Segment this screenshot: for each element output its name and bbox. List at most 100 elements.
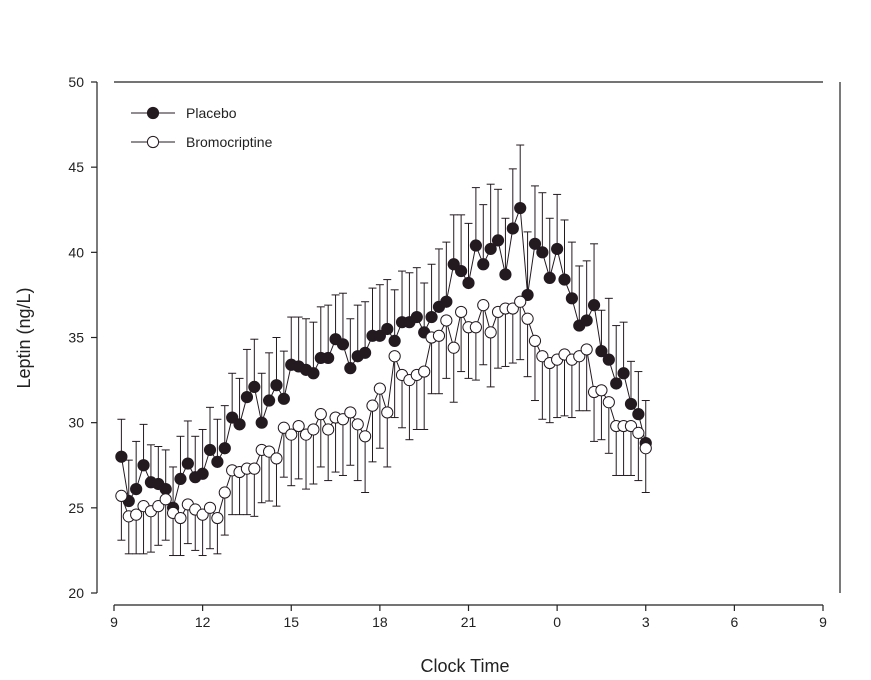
placebo-point bbox=[491, 234, 505, 247]
bromocriptine-point bbox=[440, 314, 453, 327]
placebo-point bbox=[558, 273, 571, 286]
bromocriptine-point bbox=[366, 399, 379, 412]
x-tick-label: 0 bbox=[553, 614, 561, 630]
bromocriptine-point bbox=[344, 406, 357, 419]
bromocriptine-point bbox=[469, 321, 482, 334]
bromocriptine-point bbox=[373, 382, 386, 395]
placebo-point bbox=[381, 322, 394, 336]
placebo-point bbox=[233, 418, 246, 431]
bromocriptine-point bbox=[270, 452, 283, 465]
bromocriptine-point bbox=[285, 428, 298, 441]
x-tick-label: 15 bbox=[283, 614, 299, 630]
placebo-point bbox=[477, 258, 490, 271]
placebo-point bbox=[248, 380, 261, 393]
bromocriptine-point bbox=[455, 305, 468, 319]
y-axis-title: Leptin (ng/L) bbox=[14, 287, 34, 388]
x-tick-label: 18 bbox=[372, 614, 388, 630]
bromocriptine-point bbox=[115, 489, 128, 503]
placebo-point bbox=[130, 482, 143, 496]
placebo-point bbox=[617, 367, 630, 380]
bromocriptine-point bbox=[248, 462, 261, 475]
placebo-point bbox=[218, 442, 231, 455]
placebo-point bbox=[506, 222, 519, 235]
legend: Placebo Bromocriptine bbox=[131, 105, 273, 150]
bromocriptine-point bbox=[211, 511, 224, 525]
placebo-point bbox=[203, 443, 217, 457]
x-tick-label: 12 bbox=[195, 614, 211, 630]
bromocriptine-point bbox=[514, 295, 527, 308]
placebo-point bbox=[159, 482, 172, 496]
y-tick-label: 30 bbox=[68, 415, 84, 431]
placebo-point bbox=[462, 276, 475, 290]
placebo-point bbox=[469, 239, 482, 252]
bromocriptine-point bbox=[418, 365, 431, 378]
placebo-point bbox=[455, 264, 468, 278]
placebo-point bbox=[270, 379, 283, 392]
bromocriptine-point bbox=[447, 341, 460, 354]
placebo-point bbox=[602, 353, 615, 366]
placebo-point bbox=[181, 457, 194, 470]
placebo-point bbox=[196, 467, 209, 480]
bromocriptine-point bbox=[388, 350, 401, 363]
placebo-point bbox=[388, 334, 401, 348]
bromocriptine-point bbox=[595, 384, 608, 397]
placebo-point bbox=[255, 416, 268, 429]
placebo-point bbox=[344, 362, 357, 375]
bromocriptine-point bbox=[602, 396, 615, 409]
legend-bromocriptine-marker bbox=[146, 135, 160, 149]
placebo-point bbox=[543, 271, 556, 284]
bromocriptine-point bbox=[174, 511, 187, 525]
placebo-point bbox=[174, 472, 187, 485]
placebo-point bbox=[322, 351, 335, 365]
bromocriptine-point bbox=[639, 442, 652, 455]
y-tick-label: 35 bbox=[68, 330, 84, 346]
bromocriptine-point bbox=[359, 430, 372, 443]
placebo-point bbox=[632, 408, 645, 421]
placebo-point bbox=[277, 392, 290, 405]
error-bars bbox=[117, 144, 650, 557]
placebo-point bbox=[565, 292, 578, 305]
axes: 20 25 30 35 40 45 50 9 12 15 18 21 0 3 6 9 bbox=[68, 74, 841, 630]
placebo-point bbox=[425, 310, 438, 324]
bromocriptine-point bbox=[159, 493, 172, 506]
placebo-point bbox=[211, 455, 224, 468]
bromocriptine-point bbox=[432, 329, 446, 342]
x-tick-label: 3 bbox=[642, 614, 650, 630]
placebo-point bbox=[359, 346, 372, 359]
bromocriptine-point bbox=[203, 501, 217, 514]
placebo-point bbox=[610, 377, 623, 390]
bromocriptine-point bbox=[351, 418, 364, 431]
bromocriptine-point bbox=[477, 299, 490, 312]
y-tick-label: 50 bbox=[68, 74, 84, 90]
legend-placebo-label: Placebo bbox=[186, 105, 237, 121]
legend-placebo-marker bbox=[146, 106, 160, 120]
x-tick-label: 9 bbox=[819, 614, 827, 630]
placebo-point bbox=[580, 314, 593, 327]
bromocriptine-point bbox=[381, 406, 394, 419]
legend-bromocriptine-label: Bromocriptine bbox=[186, 134, 273, 150]
bromocriptine-point bbox=[528, 334, 542, 348]
bromocriptine-point bbox=[521, 312, 534, 325]
placebo-point bbox=[536, 246, 549, 259]
placebo-point bbox=[587, 299, 601, 312]
bromocriptine-point bbox=[484, 326, 497, 339]
bromocriptine-point bbox=[130, 508, 143, 521]
placebo-point bbox=[499, 268, 512, 281]
bromocriptine-point bbox=[218, 486, 231, 499]
placebo-point bbox=[410, 310, 423, 324]
x-tick-label: 6 bbox=[730, 614, 738, 630]
bromocriptine-point bbox=[292, 419, 305, 433]
y-tick-label: 20 bbox=[68, 585, 84, 601]
placebo-point bbox=[307, 367, 320, 380]
placebo-point bbox=[440, 295, 453, 308]
placebo-point bbox=[484, 242, 497, 256]
series-markers bbox=[115, 201, 652, 525]
placebo-point bbox=[336, 338, 350, 351]
placebo-point bbox=[551, 242, 564, 256]
placebo-point bbox=[115, 450, 128, 463]
placebo-point bbox=[595, 345, 608, 358]
y-tick-label: 40 bbox=[68, 244, 84, 260]
x-axis-title: Clock Time bbox=[420, 656, 509, 676]
placebo-point bbox=[240, 391, 254, 404]
